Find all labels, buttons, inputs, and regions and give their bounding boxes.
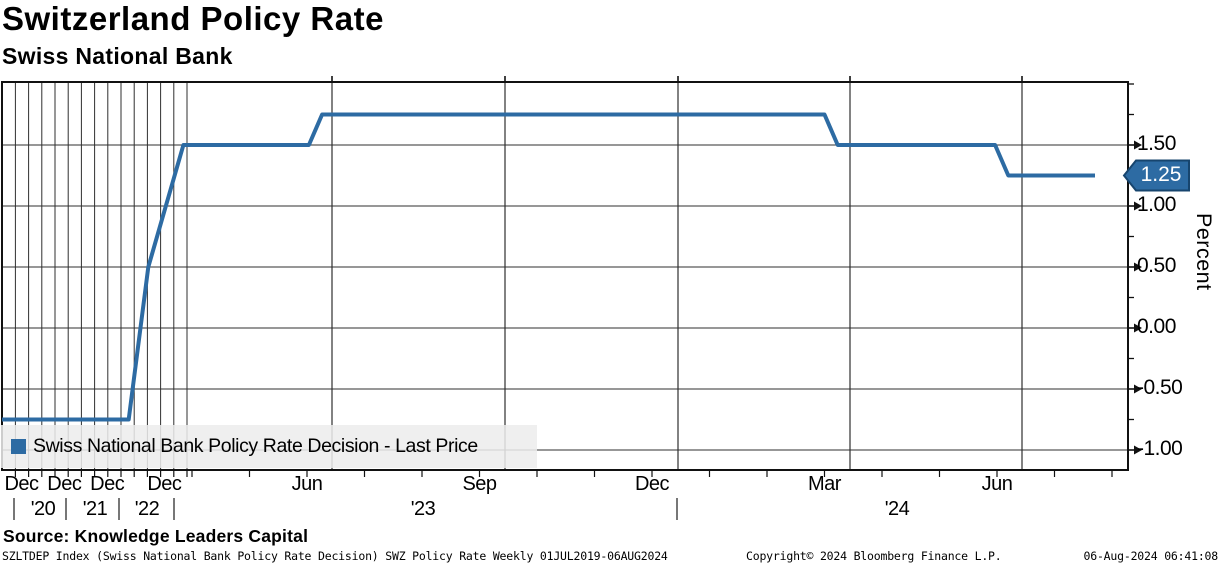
legend-label: Swiss National Bank Policy Rate Decision… <box>33 435 478 457</box>
y-axis-tick-label: 1.00 <box>1137 193 1176 216</box>
y-axis-tick-label: -1.00 <box>1137 437 1183 460</box>
x-axis-month-label: Dec <box>90 473 125 495</box>
x-axis-year-label: '20 <box>30 498 56 520</box>
x-axis-ticks <box>14 470 1113 477</box>
copyright-line: Copyright© 2024 Bloomberg Finance L.P. <box>746 549 1002 563</box>
policy-rate-line <box>2 112 1095 422</box>
legend-swatch-icon <box>11 439 26 454</box>
y-axis-tick-label: 0.00 <box>1137 315 1176 338</box>
x-axis-month-label: Mar <box>808 473 841 495</box>
year-divider <box>118 498 120 520</box>
year-divider <box>676 498 678 520</box>
legend: Swiss National Bank Policy Rate Decision… <box>1 425 537 468</box>
y-axis-tick-label: -0.50 <box>1137 376 1183 399</box>
ticker-line: SZLTDEP Index (Swiss National Bank Polic… <box>2 549 668 563</box>
x-axis-year-label: '22 <box>134 498 160 520</box>
x-axis-month-label: Dec <box>47 473 82 495</box>
y-axis-tick-label: 1.50 <box>1137 132 1176 155</box>
year-divider <box>173 498 175 520</box>
x-axis-month-label: Dec <box>4 473 39 495</box>
x-axis-month-label: Jun <box>291 473 323 495</box>
page-subtitle: Swiss National Bank <box>2 43 233 69</box>
y-axis-ticks <box>1128 83 1142 455</box>
x-axis-month-label: Dec <box>634 473 670 495</box>
x-axis-month-label: Jun <box>981 473 1013 495</box>
last-price-tag <box>1122 159 1190 192</box>
x-axis-year-label: '21 <box>82 498 108 520</box>
plot-border <box>1 81 1129 471</box>
year-divider <box>65 498 67 520</box>
x-axis-month-label: Sep <box>462 473 497 495</box>
x-axis-year-label: '24 <box>884 498 910 520</box>
last-price-tag-label: 1.25 <box>1140 163 1182 186</box>
timestamp: 06-Aug-2024 06:41:08 <box>1083 549 1219 563</box>
x-axis-year-label: '23 <box>410 498 436 520</box>
page-title: Switzerland Policy Rate <box>2 0 384 37</box>
gridlines <box>2 76 1128 470</box>
source-line: Source: Knowledge Leaders Capital <box>3 526 309 546</box>
y-axis-tick-label: 0.50 <box>1137 254 1176 277</box>
y-axis-title: Percent <box>1192 213 1216 291</box>
year-divider <box>13 498 15 520</box>
x-axis-month-label: Dec <box>147 473 182 495</box>
